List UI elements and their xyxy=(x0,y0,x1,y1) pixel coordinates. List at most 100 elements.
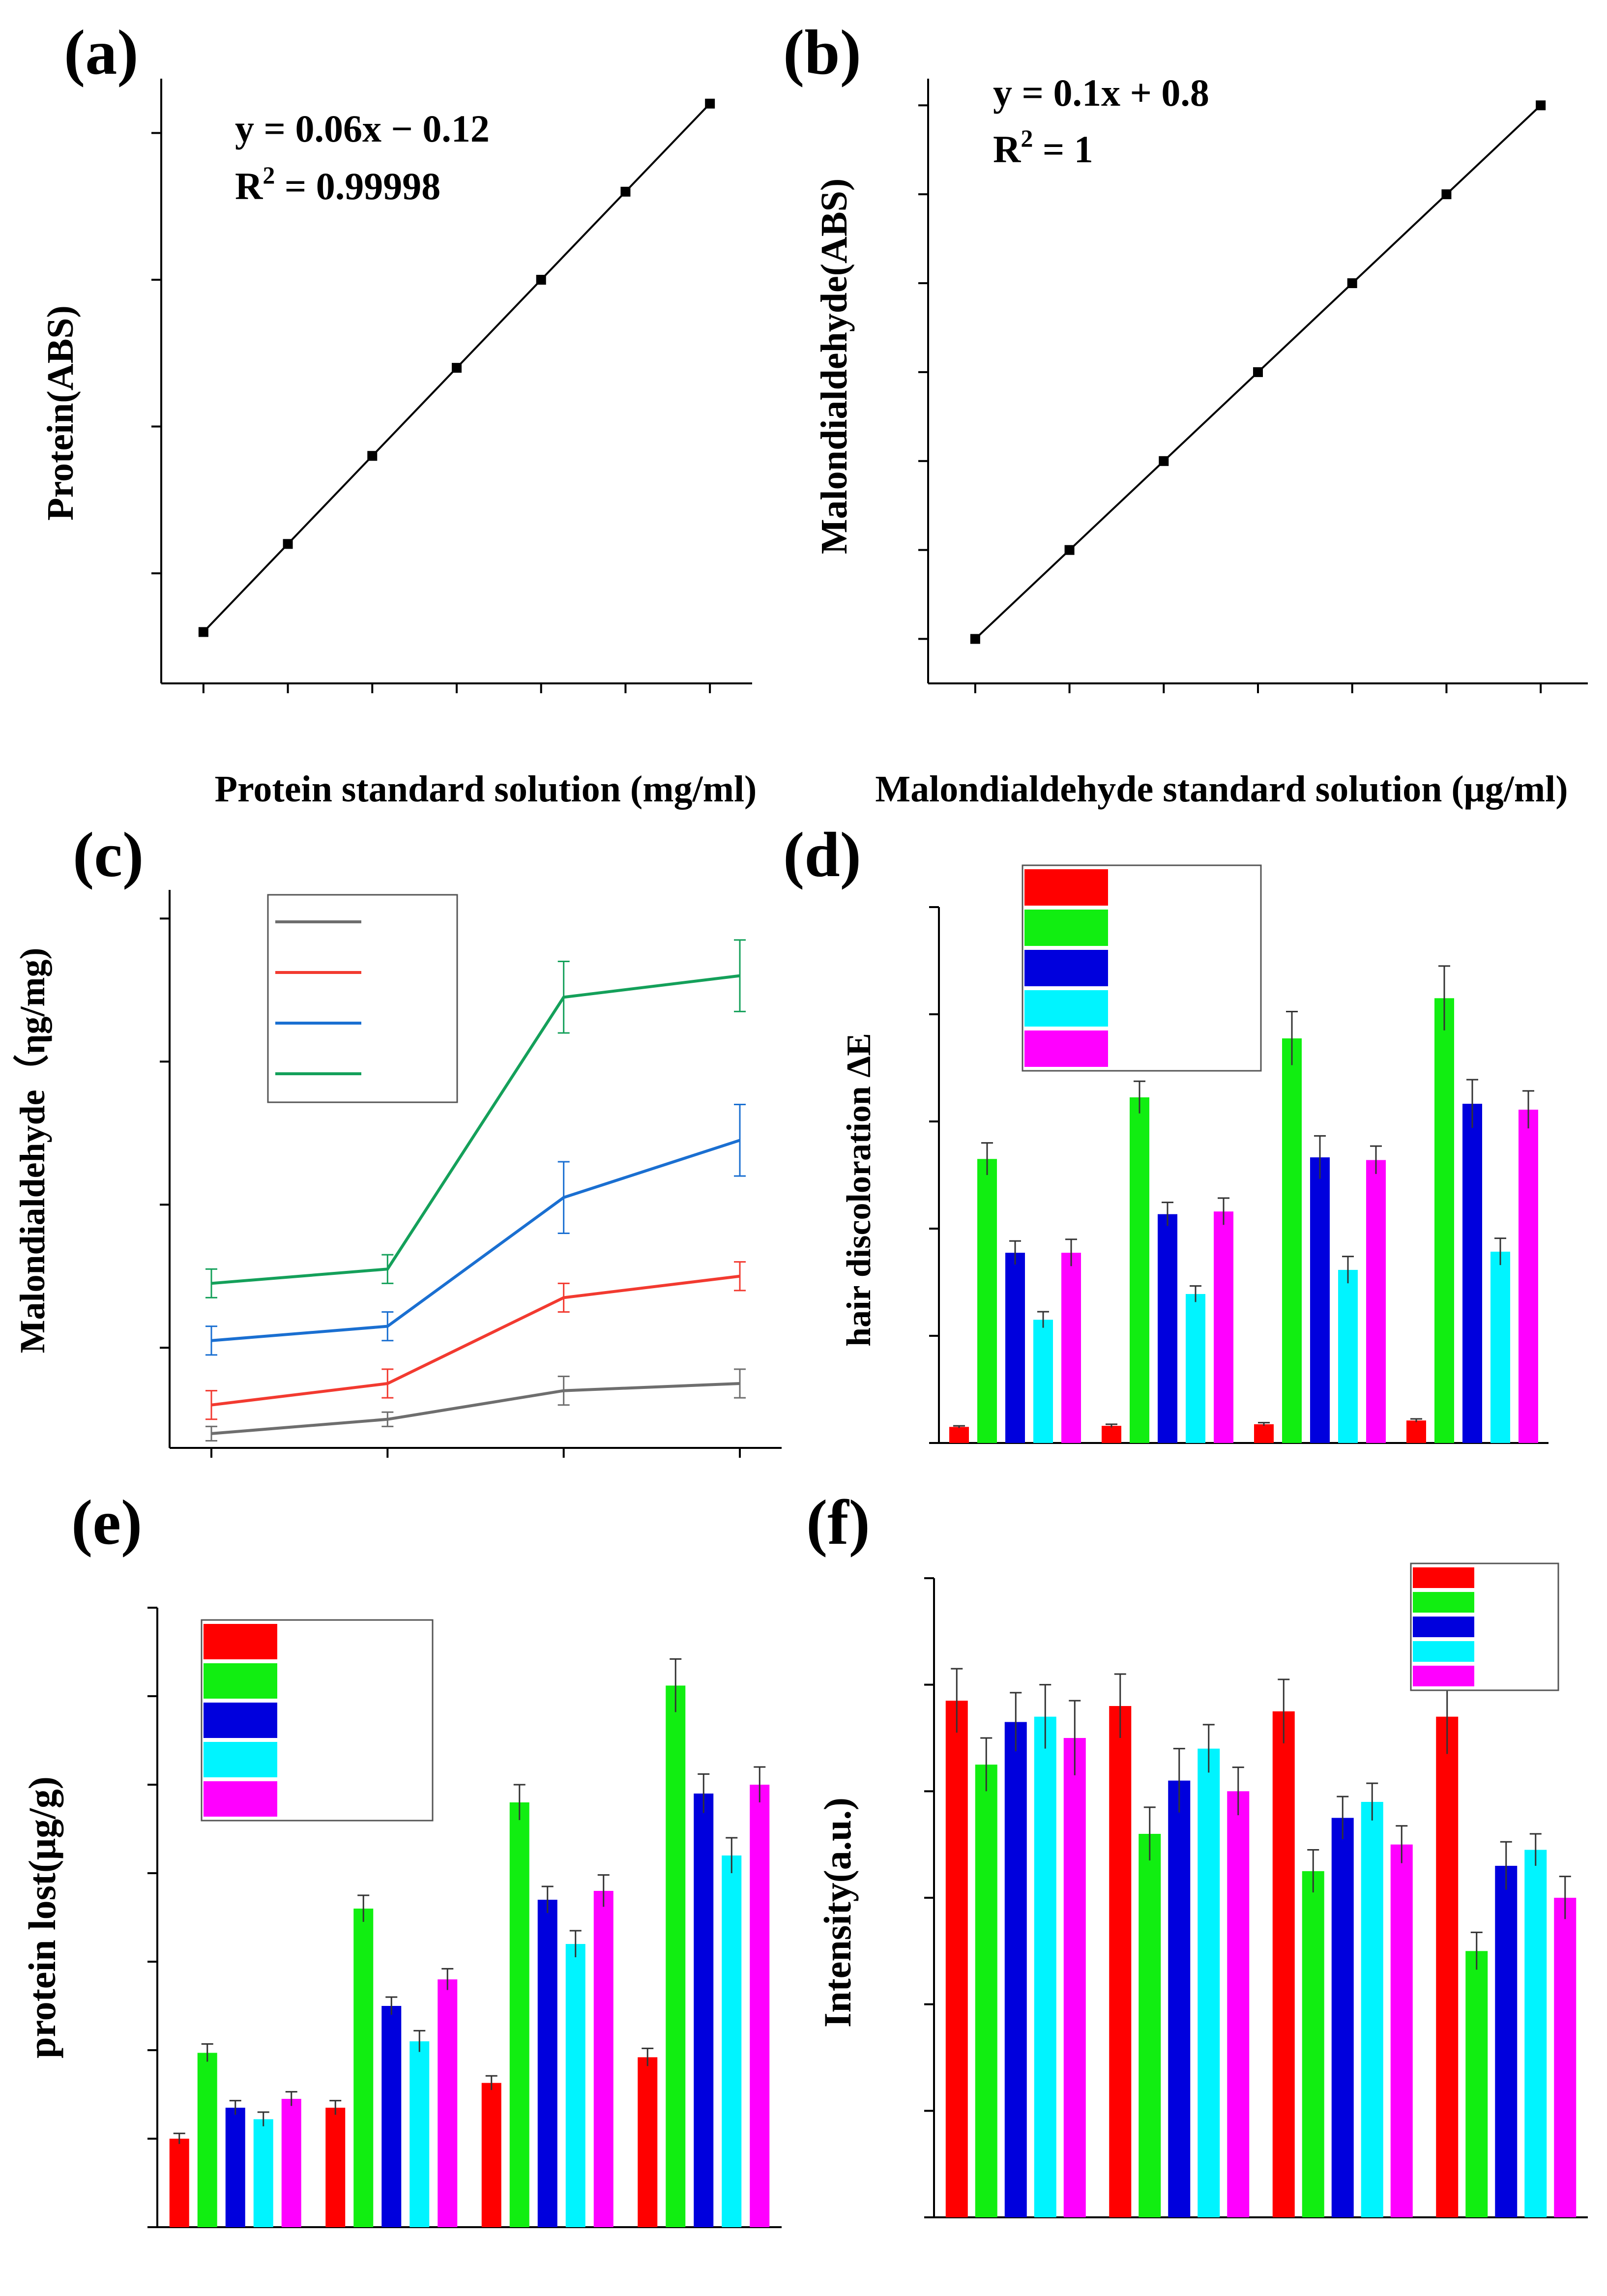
bar-nc xyxy=(197,2053,217,2227)
bar-bc xyxy=(1406,1420,1426,1443)
bar-bc xyxy=(1109,1706,1132,2217)
bar-no-balding xyxy=(593,1891,614,2227)
bar-ve xyxy=(537,1900,557,2227)
bar-nc xyxy=(1302,1871,1324,2217)
bar-pof xyxy=(1490,1251,1510,1443)
data-point xyxy=(1347,278,1357,289)
bar-nc xyxy=(1434,998,1454,1443)
panel-b-ylabel: Malondialdehyde(ABS) xyxy=(814,178,855,554)
bar-ve xyxy=(1331,1818,1354,2217)
bar-ve xyxy=(1005,1253,1025,1443)
plot-c xyxy=(160,890,782,1458)
panel-c-label: (c) xyxy=(73,820,144,890)
bar-bc xyxy=(1272,1711,1295,2217)
panel-e-label: (e) xyxy=(71,1487,142,1558)
bar-no-balding xyxy=(1390,1844,1413,2217)
bar-bc xyxy=(949,1427,969,1443)
data-point xyxy=(1253,367,1263,377)
legend-swatch xyxy=(1024,950,1108,986)
panel-b-xlabel: Malondialdehyde standard solution (μg/ml… xyxy=(875,768,1568,810)
legend-swatch xyxy=(204,1703,277,1738)
legend-swatch xyxy=(1024,990,1108,1027)
legend-swatch xyxy=(204,1624,277,1659)
data-point xyxy=(283,539,293,549)
bar-pof xyxy=(1338,1269,1358,1443)
plot-f xyxy=(924,1562,1588,2218)
series-line-nc xyxy=(211,974,740,1285)
plot-d xyxy=(929,864,1549,1444)
panel-d-ylabel: hair discoloration ΔE xyxy=(840,1033,878,1347)
legend-swatch xyxy=(1413,1666,1474,1686)
bar-bc xyxy=(1436,1716,1459,2217)
data-point xyxy=(1159,456,1169,466)
panel-a: (a) y = 0.06x − 0.12 R2 = 0.99998 Protei… xyxy=(40,17,757,810)
bar-pof xyxy=(253,2119,273,2227)
bar-ve xyxy=(1310,1157,1330,1443)
bar-no-balding xyxy=(1214,1211,1233,1443)
panel-a-xlabel: Protein standard solution (mg/ml) xyxy=(215,768,757,810)
legend-swatch xyxy=(1413,1592,1474,1613)
bar-no-balding xyxy=(438,1979,458,2227)
bar-nc xyxy=(975,1765,997,2217)
bar-nc xyxy=(1465,1951,1488,2217)
legend-box xyxy=(267,894,458,1103)
bar-bc xyxy=(1102,1426,1121,1443)
bar-bc xyxy=(325,2108,346,2227)
bar-bc xyxy=(1254,1424,1274,1443)
plot-e xyxy=(147,1607,782,2228)
bar-pof xyxy=(1361,1802,1383,2217)
bar-no-balding xyxy=(1061,1253,1081,1443)
bar-nc xyxy=(353,1909,374,2227)
panel-e-ylabel: protein lost(μg/g) xyxy=(21,1776,63,2059)
data-point xyxy=(536,275,546,285)
legend-swatch xyxy=(204,1742,277,1777)
bar-ve xyxy=(381,2006,402,2227)
bar-pof xyxy=(565,1944,585,2227)
legend-swatch xyxy=(1024,869,1108,906)
panel-b: (b) y = 0.1x + 0.8 R2 = 1 Malondialdehyd… xyxy=(783,17,1588,810)
bar-pof xyxy=(409,2041,430,2227)
data-point xyxy=(1441,189,1452,200)
bar-ve xyxy=(1495,1866,1518,2217)
data-point xyxy=(1064,545,1075,555)
legend-swatch xyxy=(1024,910,1108,946)
panel-f-label: (f) xyxy=(806,1487,870,1558)
legend-swatch xyxy=(1413,1617,1474,1637)
panel-a-equation: y = 0.06x − 0.12 xyxy=(235,107,490,150)
data-point xyxy=(367,451,378,461)
bar-bc xyxy=(945,1701,968,2217)
panel-d-label: (d) xyxy=(783,820,861,890)
bar-nc xyxy=(666,1685,686,2227)
bar-ve xyxy=(1168,1780,1191,2217)
data-point xyxy=(452,363,462,373)
bar-no-balding xyxy=(281,2099,301,2227)
panel-b-r2: R2 = 1 xyxy=(993,124,1093,171)
bar-pof xyxy=(1524,1850,1547,2217)
legend-swatch xyxy=(1413,1567,1474,1588)
data-point xyxy=(198,627,208,637)
series-line-pof xyxy=(211,1274,740,1407)
bar-pof xyxy=(1186,1294,1205,1443)
bar-no-balding xyxy=(750,1785,770,2227)
bar-pof xyxy=(1198,1748,1220,2217)
plot-b xyxy=(918,79,1588,693)
series-line-ve xyxy=(211,1139,740,1342)
bar-nc xyxy=(509,1802,529,2227)
panel-f-ylabel: Intensity(a.u.) xyxy=(816,1797,859,2028)
bar-ve xyxy=(694,1794,714,2227)
panel-f: (f) Intensity(a.u.) xyxy=(806,1487,1588,2218)
panel-b-equation: y = 0.1x + 0.8 xyxy=(993,71,1209,114)
bar-ve xyxy=(1004,1722,1027,2217)
legend-swatch xyxy=(1024,1030,1108,1067)
panel-c: (c) Malondialdehyde（ηg/mg) xyxy=(13,820,782,1458)
bar-nc xyxy=(977,1159,997,1443)
bar-nc xyxy=(1282,1038,1302,1443)
data-point xyxy=(970,634,980,644)
bar-no-balding xyxy=(1519,1110,1538,1443)
bar-ve xyxy=(1462,1104,1482,1443)
bar-bc xyxy=(481,2083,501,2227)
bar-bc xyxy=(638,2057,658,2227)
data-point xyxy=(1536,100,1546,111)
bar-pof xyxy=(1034,1716,1056,2217)
